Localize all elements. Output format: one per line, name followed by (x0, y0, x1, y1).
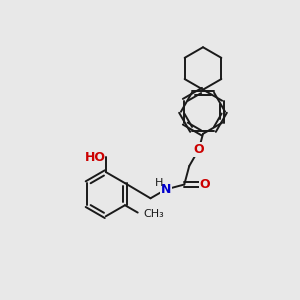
Text: O: O (200, 178, 210, 191)
Text: HO: HO (85, 151, 106, 164)
Text: O: O (194, 143, 204, 156)
Text: H: H (155, 178, 164, 188)
Text: N: N (160, 183, 171, 196)
Text: CH₃: CH₃ (144, 209, 164, 219)
